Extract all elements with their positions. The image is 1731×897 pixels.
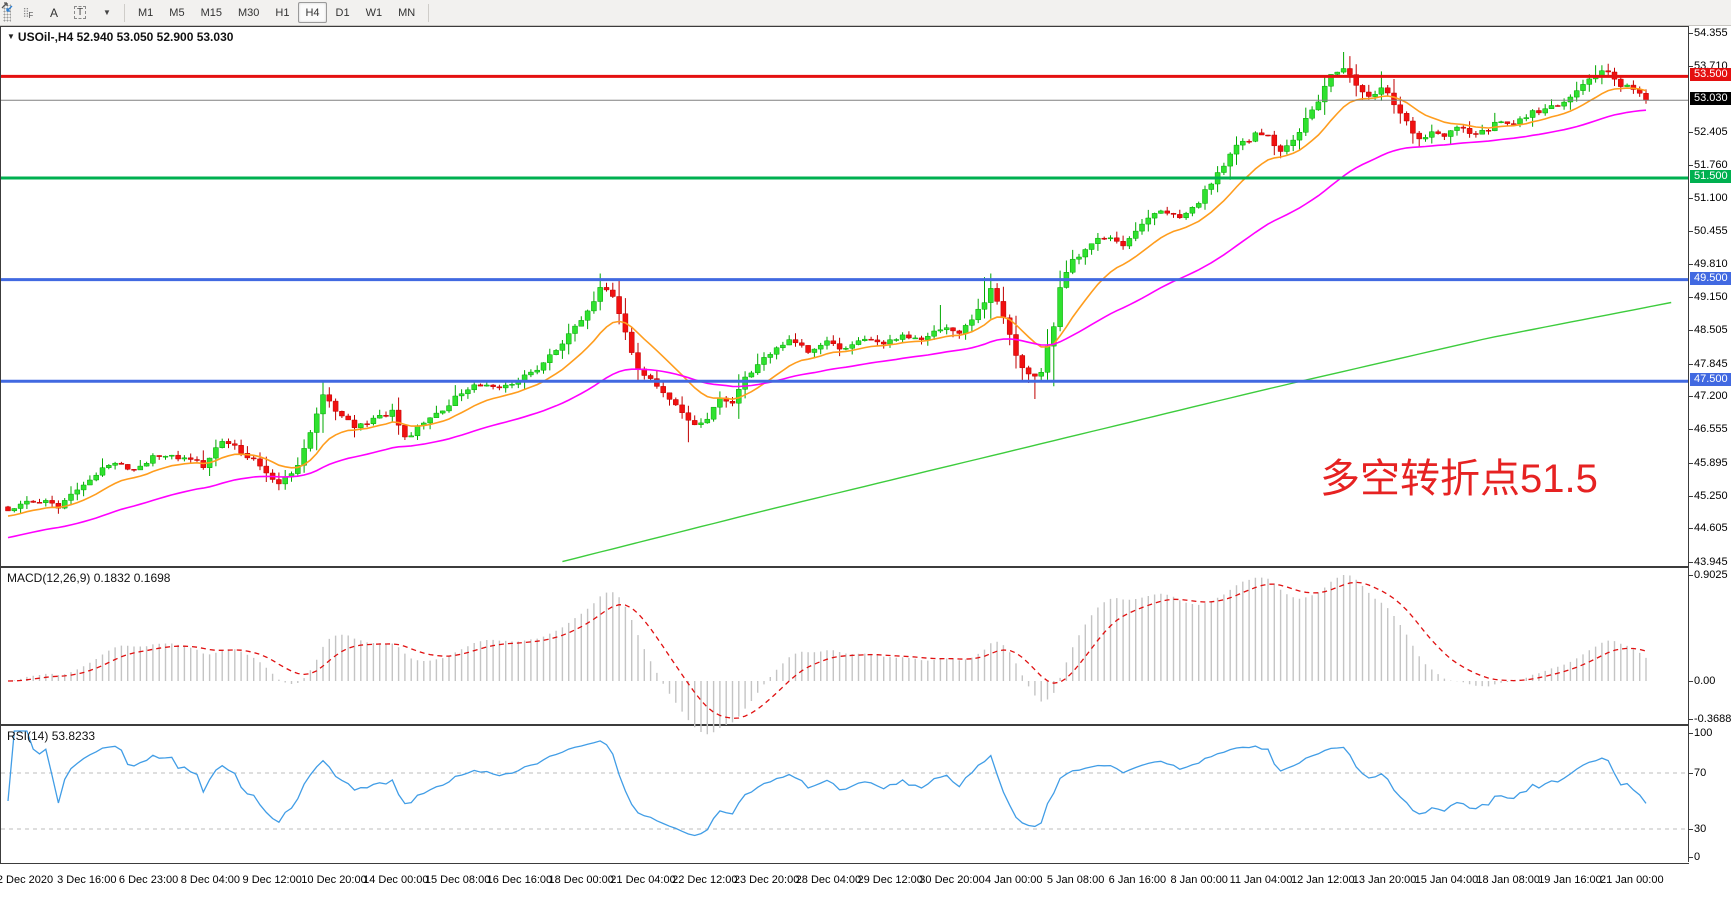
cursor-tools-icon <box>1 2 13 12</box>
chevron-down-icon: ▼ <box>103 8 111 17</box>
time-axis-label: 5 Jan 08:00 <box>1046 874 1105 886</box>
price-level-badge: 49.500 <box>1690 271 1731 285</box>
time-axis-label: 2 Dec 2020 <box>0 874 54 886</box>
price-tick: 44.605 <box>1689 522 1728 535</box>
rsi-label: RSI(14) 53.8233 <box>7 729 96 743</box>
time-axis-label: 22 Dec 12:00 <box>672 874 738 886</box>
macd-tick: -0.3688 <box>1688 713 1731 725</box>
time-axis-label: 9 Dec 12:00 <box>242 874 302 886</box>
time-axis-label: 8 Jan 00:00 <box>1170 874 1228 886</box>
time-axis-label: 21 Dec 04:00 <box>610 874 676 886</box>
timeframe-button-m30[interactable]: M30 <box>237 6 260 19</box>
price-tick: 46.555 <box>1689 423 1728 436</box>
text-label-button[interactable]: A <box>42 2 66 24</box>
chart-collapse-icon[interactable]: ▼ <box>7 32 15 41</box>
time-axis-label: 12 Jan 12:00 <box>1290 874 1355 886</box>
price-level-badge: 47.500 <box>1690 373 1731 387</box>
macd-tick: 0.9025 <box>1689 568 1728 581</box>
macd-indicator-panel[interactable] <box>0 567 1689 725</box>
time-axis-label: 18 Jan 08:00 <box>1476 874 1540 886</box>
toolbar-grip[interactable] <box>3 3 11 22</box>
price-tick: 52.405 <box>1689 126 1728 139</box>
chart-annotation-text: 多空转折点51.5 <box>1320 457 1598 501</box>
price-axis-border <box>1688 26 1689 862</box>
timeframe-button-w1[interactable]: W1 <box>365 6 383 19</box>
timeframe-button-h4[interactable]: H4 <box>298 2 327 23</box>
text-box-icon: T <box>73 6 87 19</box>
rsi-indicator-panel[interactable] <box>0 725 1689 864</box>
timeframe-group: M1 M5 M15 M30 H1 H4 D1 W1 MN <box>130 2 423 23</box>
grid-dots-icon: ⣿ <box>22 7 31 17</box>
time-axis-label: 3 Dec 16:00 <box>57 874 117 886</box>
price-level-badge: 53.500 <box>1690 68 1731 82</box>
text-label-icon: A <box>49 5 58 20</box>
grid-f-label: F <box>28 11 34 20</box>
current-price-badge: 53.030 <box>1690 92 1731 106</box>
time-axis-label: 6 Jan 16:00 <box>1108 874 1167 886</box>
time-axis-label: 14 Dec 00:00 <box>363 874 429 886</box>
time-axis-label: 28 Dec 04:00 <box>795 874 862 886</box>
time-axis-label: 15 Dec 08:00 <box>424 874 491 886</box>
timeframe-button-m5[interactable]: M5 <box>169 6 185 19</box>
timeframe-button-d1[interactable]: D1 <box>335 6 350 19</box>
price-tick: 47.845 <box>1689 357 1728 370</box>
timeframe-button-m15[interactable]: M15 <box>200 6 222 19</box>
rsi-tick: 100 <box>1688 727 1713 739</box>
time-axis-label: 13 Jan 20:00 <box>1352 874 1417 886</box>
time-axis-label: 15 Jan 04:00 <box>1414 874 1479 886</box>
time-axis-label: 19 Jan 16:00 <box>1538 874 1602 886</box>
price-tick: 51.760 <box>1689 158 1728 171</box>
text-box-button[interactable]: T <box>68 2 92 24</box>
indicator-grid-icon-button[interactable]: ⣿ F <box>16 2 40 24</box>
time-axis-label: 6 Dec 23:00 <box>118 874 179 886</box>
toolbar: ⣿ F A T ▼ M1 M5 M15 M30 H1 H4 D1 W1 MN <box>0 0 1731 26</box>
price-level-badge: 51.500 <box>1690 170 1731 184</box>
toolbar-separator <box>124 3 125 22</box>
price-tick: 47.200 <box>1689 390 1728 403</box>
time-axis-label: 29 Dec 12:00 <box>857 874 923 886</box>
time-axis-label: 21 Jan 00:00 <box>1599 874 1664 886</box>
timeframe-button-m1[interactable]: M1 <box>138 6 154 19</box>
price-tick: 50.455 <box>1689 225 1728 238</box>
time-axis-label: 18 Dec 00:00 <box>548 874 614 886</box>
time-axis-label: 30 Dec 20:00 <box>919 874 985 886</box>
rsi-tick: 70 <box>1688 767 1707 779</box>
price-tick: 49.810 <box>1689 257 1728 270</box>
time-axis-label: 10 Dec 20:00 <box>301 874 367 886</box>
toolbar-separator-2 <box>428 3 430 22</box>
price-tick: 54.355 <box>1689 27 1728 39</box>
time-axis-label: 4 Jan 00:00 <box>985 874 1043 886</box>
time-axis-label: 11 Jan 04:00 <box>1229 874 1293 886</box>
price-tick: 43.945 <box>1689 555 1728 568</box>
time-axis-label: 16 Dec 16:00 <box>486 874 553 886</box>
price-tick: 51.100 <box>1689 192 1728 205</box>
timeframe-button-h1[interactable]: H1 <box>275 6 290 19</box>
price-tick: 48.505 <box>1689 324 1728 337</box>
rsi-tick: 0 <box>1688 851 1701 863</box>
price-tick: 49.150 <box>1689 291 1728 304</box>
chart-title: ▼ USOil-,H4 52.940 53.050 52.900 53.030 <box>7 30 234 44</box>
timeframe-button-mn[interactable]: MN <box>398 6 416 19</box>
macd-tick: 0.00 <box>1688 675 1716 687</box>
time-axis-label: 8 Dec 04:00 <box>180 874 241 886</box>
macd-label: MACD(12,26,9) 0.1832 0.1698 <box>7 571 171 585</box>
price-tick: 45.895 <box>1689 456 1728 469</box>
cursor-tools-button[interactable]: ▼ <box>1 2 118 24</box>
rsi-tick: 30 <box>1688 823 1707 835</box>
time-axis-label: 23 Dec 20:00 <box>733 874 800 886</box>
price-tick: 45.250 <box>1689 489 1728 502</box>
